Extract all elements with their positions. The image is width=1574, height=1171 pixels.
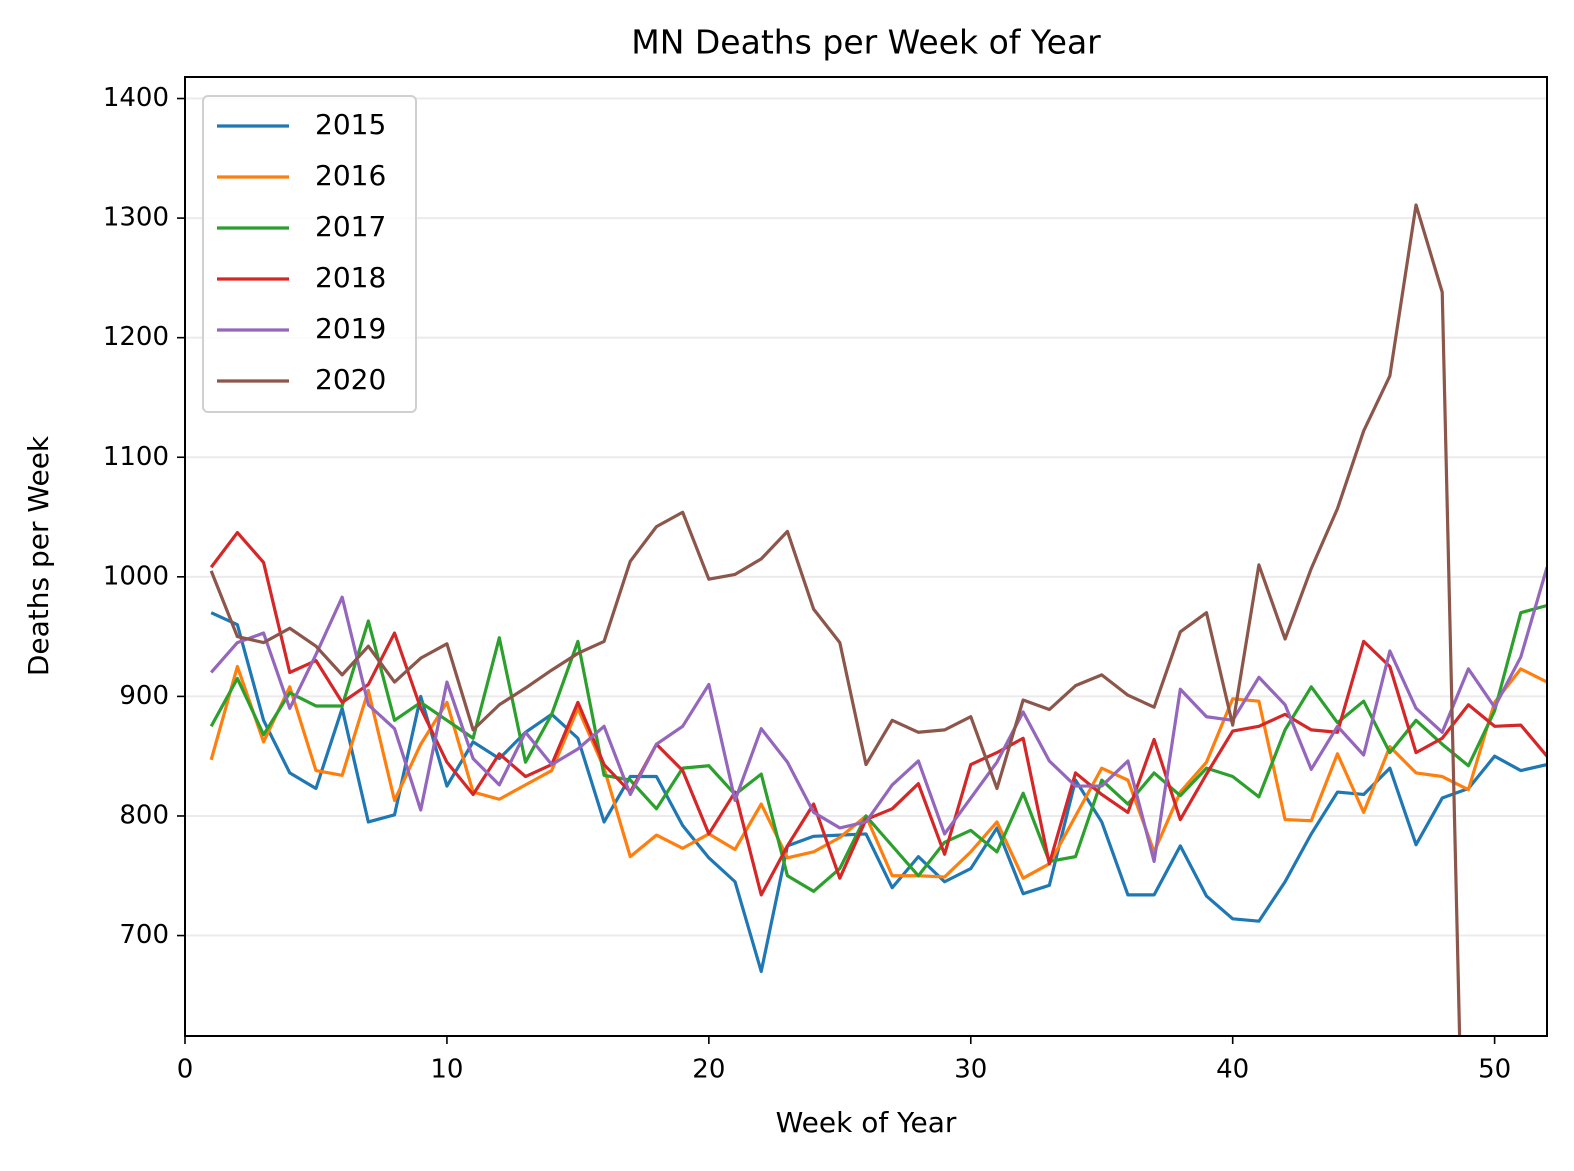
x-tick-label: 30 bbox=[954, 1055, 987, 1085]
series-line bbox=[209, 603, 1547, 893]
x-tick-label: 20 bbox=[692, 1055, 725, 1085]
y-tick-label: 800 bbox=[119, 800, 169, 830]
y-axis-label: Deaths per Week bbox=[22, 435, 55, 676]
legend-label: 2016 bbox=[315, 159, 386, 192]
series-line bbox=[209, 530, 1547, 897]
series-line bbox=[209, 203, 1462, 1036]
plot-lines bbox=[209, 203, 1547, 1036]
legend-label: 2018 bbox=[315, 261, 386, 294]
x-tick-label: 10 bbox=[430, 1055, 463, 1085]
y-tick-label: 1000 bbox=[103, 561, 169, 591]
y-tick-label: 1400 bbox=[103, 83, 169, 113]
x-tick-label: 40 bbox=[1216, 1055, 1249, 1085]
y-tick-label: 1100 bbox=[103, 442, 169, 472]
y-tick-label: 900 bbox=[119, 681, 169, 711]
series-line bbox=[209, 566, 1547, 864]
x-axis-label: Week of Year bbox=[776, 1106, 957, 1139]
legend-label: 2019 bbox=[315, 312, 386, 345]
chart-title: MN Deaths per Week of Year bbox=[631, 23, 1101, 62]
plot-frame bbox=[184, 76, 1548, 1037]
legend-label: 2020 bbox=[315, 363, 386, 396]
y-tick-label: 1300 bbox=[103, 203, 169, 233]
x-tick-label: 50 bbox=[1478, 1055, 1511, 1085]
series-line bbox=[209, 664, 1547, 880]
legend-box bbox=[202, 95, 417, 413]
x-tick-label: 0 bbox=[177, 1055, 194, 1085]
legend-label: 2017 bbox=[315, 210, 386, 243]
y-tick-label: 700 bbox=[119, 920, 169, 950]
y-tick-label: 1200 bbox=[103, 322, 169, 352]
legend-label: 2015 bbox=[315, 108, 386, 141]
